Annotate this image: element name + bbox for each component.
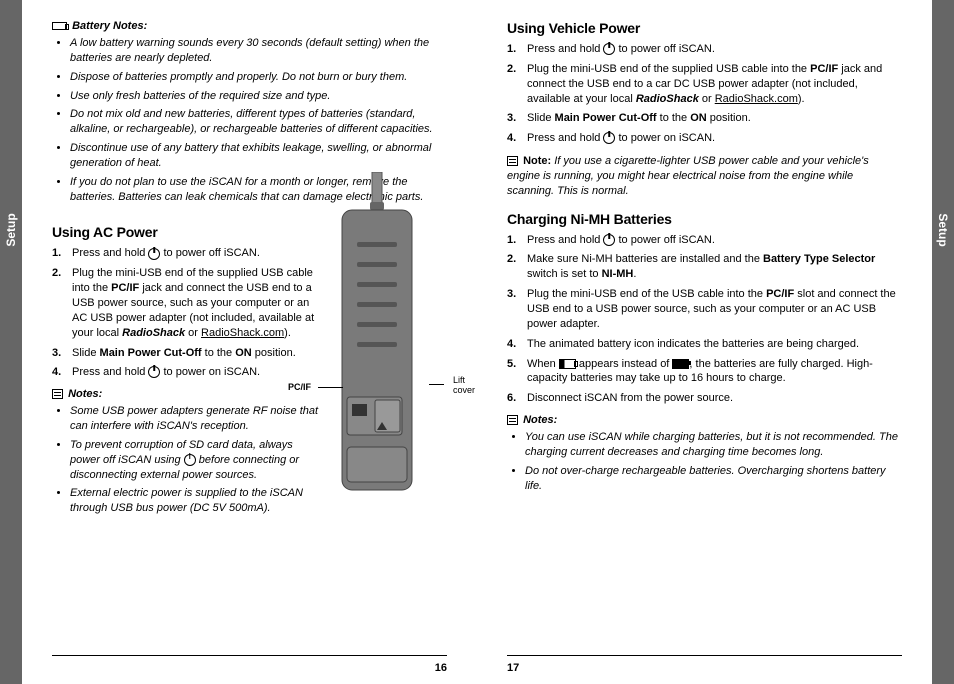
step: When appears instead of , the batteries … <box>507 357 902 387</box>
ac-notes-heading: Notes: <box>52 388 324 400</box>
lift-cover-label: Lift cover <box>453 376 475 396</box>
device-illustration: PC/IF Lift cover <box>332 172 447 524</box>
pcif-label: PC/IF <box>288 382 311 392</box>
page-number: 16 <box>435 662 447 674</box>
power-icon <box>603 43 615 55</box>
power-icon <box>184 454 196 466</box>
step: Plug the mini-USB end of the supplied US… <box>507 62 902 107</box>
step: Press and hold to power on iSCAN. <box>52 365 324 380</box>
left-margin-tab: Setup <box>0 0 22 684</box>
vehicle-steps: Press and hold to power off iSCAN. Plug … <box>507 42 902 146</box>
battery-note: Do not mix old and new batteries, differ… <box>70 107 447 137</box>
power-icon <box>148 366 160 378</box>
step: Press and hold to power off iSCAN. <box>507 233 902 248</box>
tab-label-right: Setup <box>936 213 950 246</box>
power-icon <box>148 248 160 260</box>
page-number: 17 <box>507 662 519 674</box>
battery-note: A low battery warning sounds every 30 se… <box>70 36 447 66</box>
note: To prevent corruption of SD card data, a… <box>70 438 324 483</box>
step: Plug the mini-USB end of the supplied US… <box>52 266 324 340</box>
tab-label-left: Setup <box>4 213 18 246</box>
page-16: Battery Notes: A low battery warning sou… <box>22 0 477 684</box>
charging-notes-list: You can use iSCAN while charging batteri… <box>525 430 902 493</box>
battery-notes-heading-text: Battery Notes: <box>72 20 147 32</box>
charging-steps: Press and hold to power off iSCAN. Make … <box>507 233 902 406</box>
step: Make sure Ni-MH batteries are installed … <box>507 252 902 282</box>
manual-spread: Setup Battery Notes: A low battery warni… <box>0 0 954 684</box>
power-icon <box>603 132 615 144</box>
scanner-svg <box>332 172 417 502</box>
step: Disconnect iSCAN from the power source. <box>507 391 902 406</box>
pcif-leader-line <box>318 387 343 388</box>
battery-icon <box>52 22 67 30</box>
battery-note: Use only fresh batteries of the required… <box>70 89 447 104</box>
vehicle-note: Note: If you use a cigarette-lighter USB… <box>507 154 902 199</box>
note: Do not over-charge rechargeable batterie… <box>525 464 902 494</box>
step: Plug the mini-USB end of the USB cable i… <box>507 287 902 332</box>
vehicle-power-heading: Using Vehicle Power <box>507 20 902 36</box>
ac-notes-list: Some USB power adapters generate RF nois… <box>70 404 324 516</box>
step: Press and hold to power off iSCAN. <box>52 246 324 261</box>
right-margin-tab: Setup <box>932 0 954 684</box>
battery-note: Discontinue use of any battery that exhi… <box>70 141 447 171</box>
page-17: Using Vehicle Power Press and hold to po… <box>477 0 932 684</box>
charging-notes-heading: Notes: <box>507 414 902 426</box>
step: Slide Main Power Cut-Off to the ON posit… <box>507 111 902 126</box>
page-rule <box>52 655 447 656</box>
step: Slide Main Power Cut-Off to the ON posit… <box>52 346 324 361</box>
ac-power-steps: Press and hold to power off iSCAN. Plug … <box>52 246 324 380</box>
battery-full-icon <box>672 359 689 369</box>
note: You can use iSCAN while charging batteri… <box>525 430 902 460</box>
note-icon <box>507 156 518 166</box>
note: External electric power is supplied to t… <box>70 486 324 516</box>
note: Some USB power adapters generate RF nois… <box>70 404 324 434</box>
step: Press and hold to power off iSCAN. <box>507 42 902 57</box>
charging-heading: Charging Ni-MH Batteries <box>507 211 902 227</box>
battery-note: Dispose of batteries promptly and proper… <box>70 70 447 85</box>
lift-leader-line <box>429 384 444 385</box>
step: The animated battery icon indicates the … <box>507 337 902 352</box>
battery-notes-heading: Battery Notes: <box>52 20 447 32</box>
ac-power-heading: Using AC Power <box>52 224 324 240</box>
battery-animated-icon <box>559 359 576 369</box>
note-icon <box>507 415 518 425</box>
note-icon <box>52 389 63 399</box>
step: Press and hold to power on iSCAN. <box>507 131 902 146</box>
page-rule <box>507 655 902 656</box>
power-icon <box>603 234 615 246</box>
